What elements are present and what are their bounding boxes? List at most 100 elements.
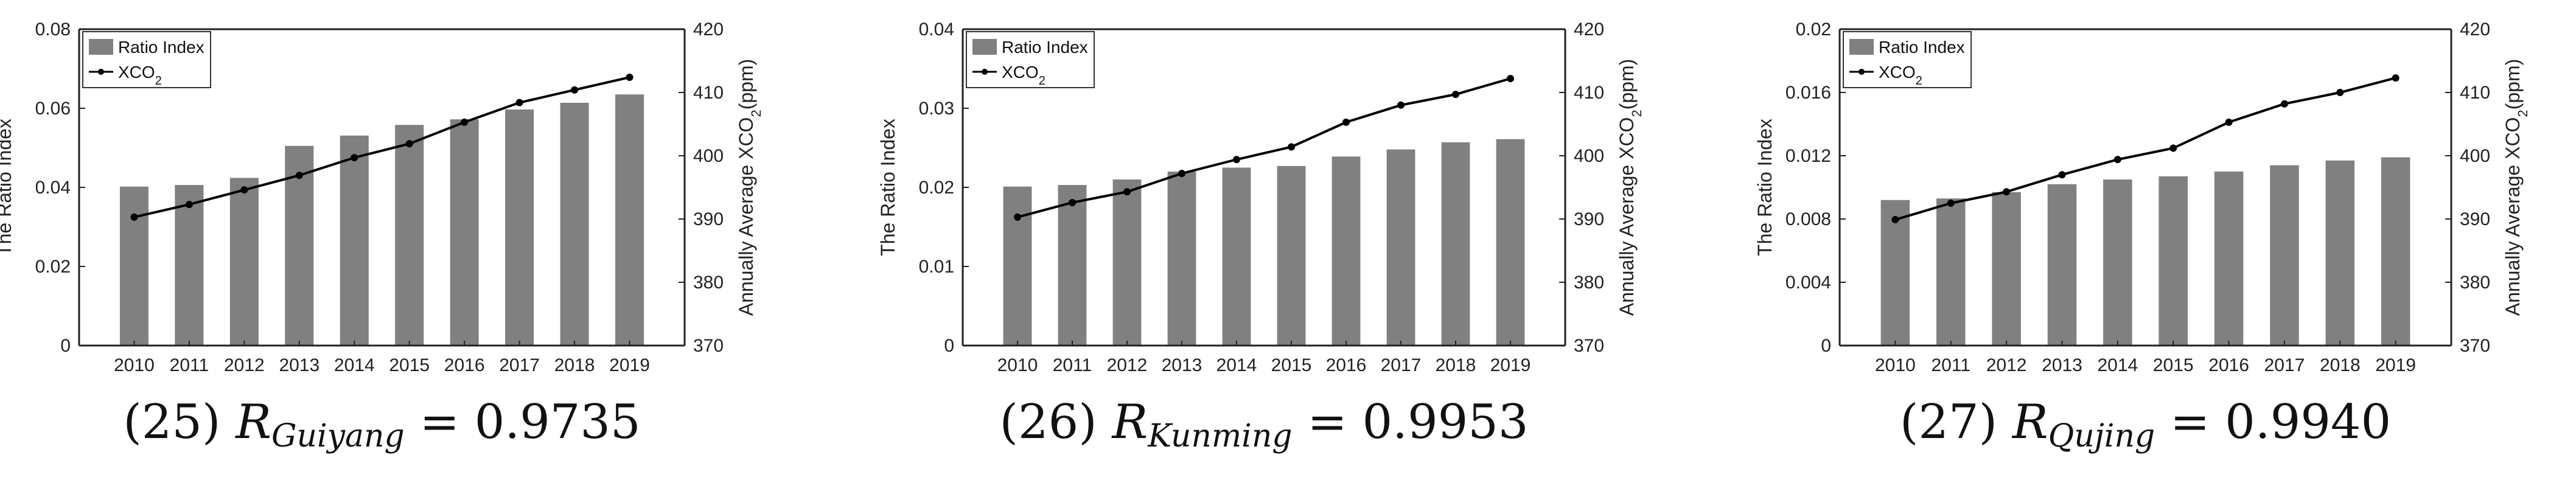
x-tick-label: 2013 bbox=[1162, 355, 1202, 375]
left-tick-label: 0 bbox=[1821, 336, 1831, 356]
left-tick-label: 0.04 bbox=[919, 19, 954, 40]
x-tick-label: 2012 bbox=[1107, 355, 1148, 375]
legend-line-marker bbox=[982, 69, 988, 75]
xco2-point-2012 bbox=[2003, 188, 2011, 196]
right-tick-label: 410 bbox=[693, 83, 724, 103]
legend-line-marker bbox=[1859, 69, 1865, 75]
left-tick-label: 0.04 bbox=[35, 178, 71, 198]
bar-2012 bbox=[229, 178, 259, 346]
bar-2014 bbox=[1222, 167, 1251, 346]
left-tick-label: 0.016 bbox=[1785, 83, 1831, 103]
x-tick-label: 2012 bbox=[224, 355, 265, 375]
left-tick-label: 0.06 bbox=[35, 99, 71, 119]
right-tick-label: 390 bbox=[1574, 209, 1604, 229]
bar-2015 bbox=[1277, 165, 1306, 346]
xco2-point-2015 bbox=[405, 140, 413, 148]
bar-2015 bbox=[2159, 176, 2188, 346]
y2-axis-label: Annually Average XCO2(ppm) bbox=[1616, 59, 1644, 316]
x-tick-label: 2010 bbox=[1875, 355, 1916, 375]
bar-2012 bbox=[1112, 179, 1142, 346]
x-tick-label: 2016 bbox=[444, 355, 485, 375]
legend-line-marker bbox=[98, 69, 104, 75]
left-tick-label: 0.004 bbox=[1785, 273, 1831, 293]
right-tick-label: 380 bbox=[2460, 273, 2490, 293]
x-tick-label: 2016 bbox=[1326, 355, 1367, 375]
bar-2016 bbox=[1332, 156, 1361, 346]
legend-line-label: XCO2 bbox=[118, 63, 162, 88]
bar-2017 bbox=[505, 109, 534, 346]
legend-line-label: XCO2 bbox=[1879, 63, 1922, 88]
left-tick-label: 0 bbox=[944, 336, 954, 356]
x-tick-label: 2015 bbox=[389, 355, 430, 375]
xco2-point-2011 bbox=[1947, 200, 1955, 207]
xco2-line bbox=[1017, 77, 1511, 218]
xco2-point-2013 bbox=[2058, 171, 2066, 179]
bar-2018 bbox=[2325, 160, 2355, 346]
xco2-point-2013 bbox=[295, 172, 303, 179]
xco2-point-2012 bbox=[240, 186, 248, 194]
x-tick-label: 2010 bbox=[114, 355, 155, 375]
bar-2010 bbox=[1003, 186, 1032, 346]
xco2-point-2013 bbox=[1178, 170, 1185, 178]
right-tick-label: 420 bbox=[1574, 19, 1604, 40]
left-tick-label: 0.01 bbox=[919, 257, 954, 277]
legend-bar-label: Ratio Index bbox=[1879, 38, 1965, 57]
xco2-point-2016 bbox=[2225, 118, 2233, 126]
bar-2013 bbox=[285, 145, 314, 346]
left-tick-label: 0.02 bbox=[919, 178, 954, 198]
x-tick-label: 2016 bbox=[2208, 355, 2249, 375]
bar-2019 bbox=[1496, 139, 1525, 346]
panel-caption: (25) RGuiyang = 0.9735 bbox=[123, 395, 640, 454]
xco2-point-2019 bbox=[2392, 74, 2400, 82]
bar-2017 bbox=[2270, 165, 2299, 346]
left-tick-label: 0.008 bbox=[1785, 209, 1831, 229]
right-tick-label: 410 bbox=[2460, 83, 2490, 103]
legend-line-label: XCO2 bbox=[1002, 63, 1045, 88]
y-axis-label: The Ratio Index bbox=[0, 119, 15, 256]
right-tick-label: 400 bbox=[1574, 146, 1604, 166]
xco2-point-2018 bbox=[571, 86, 579, 94]
x-tick-label: 2015 bbox=[2153, 355, 2194, 375]
bar-2014 bbox=[2103, 179, 2132, 346]
xco2-point-2012 bbox=[1123, 188, 1131, 196]
xco2-point-2010 bbox=[1891, 216, 1899, 224]
right-tick-label: 390 bbox=[693, 209, 724, 229]
bar-2010 bbox=[1880, 200, 1910, 346]
x-tick-label: 2013 bbox=[279, 355, 319, 375]
bar-2019 bbox=[615, 94, 644, 346]
xco2-line bbox=[134, 76, 630, 218]
xco2-point-2014 bbox=[1233, 156, 1240, 164]
bar-2019 bbox=[2381, 157, 2410, 346]
legend: Ratio Index XCO2 bbox=[1843, 31, 1972, 88]
left-tick-label: 0.012 bbox=[1785, 146, 1831, 166]
bar-2013 bbox=[1167, 172, 1196, 346]
x-tick-label: 2018 bbox=[554, 355, 595, 375]
x-tick-label: 2011 bbox=[170, 355, 209, 375]
x-tick-label: 2019 bbox=[2375, 355, 2416, 375]
xco2-point-2010 bbox=[1014, 213, 1021, 221]
x-tick-label: 2011 bbox=[1053, 355, 1092, 375]
xco2-point-2016 bbox=[461, 118, 469, 126]
right-tick-label: 370 bbox=[2460, 336, 2490, 356]
bar-2010 bbox=[119, 186, 148, 346]
right-tick-label: 420 bbox=[693, 19, 724, 40]
right-tick-label: 370 bbox=[693, 336, 724, 356]
xco2-point-2010 bbox=[130, 213, 138, 221]
legend-bar-swatch bbox=[1849, 39, 1874, 55]
bar-2016 bbox=[2214, 172, 2244, 346]
xco2-point-2015 bbox=[1288, 143, 1295, 151]
legend-bar-label: Ratio Index bbox=[118, 38, 204, 57]
bar-2012 bbox=[1992, 192, 2021, 346]
right-tick-label: 400 bbox=[693, 146, 724, 166]
x-tick-label: 2018 bbox=[2320, 355, 2361, 375]
legend: Ratio Index XCO2 bbox=[966, 31, 1095, 88]
xco2-point-2011 bbox=[185, 201, 193, 209]
bar-2015 bbox=[395, 125, 424, 346]
left-tick-label: 0.02 bbox=[1796, 19, 1831, 40]
xco2-point-2017 bbox=[1397, 101, 1405, 109]
bar-2016 bbox=[450, 119, 479, 346]
right-tick-label: 420 bbox=[2460, 19, 2490, 40]
xco2-point-2014 bbox=[2114, 156, 2121, 164]
